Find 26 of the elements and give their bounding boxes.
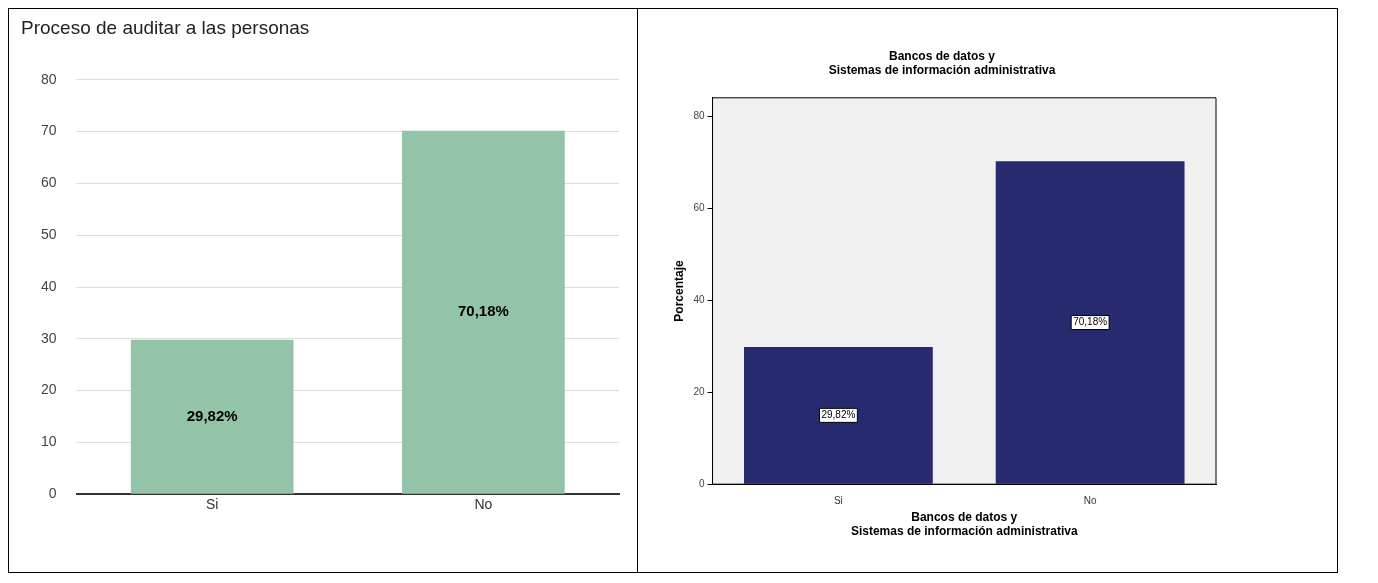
x-tick-label: Si [205, 496, 219, 513]
y-tick-label: 0 [48, 485, 57, 502]
data-label: 70,18% [1073, 316, 1108, 328]
data-label: 70,18% [457, 302, 509, 320]
y-tick-label: 20 [40, 381, 57, 398]
y-tick-label: 80 [40, 70, 57, 87]
data-label: 29,82% [186, 406, 238, 424]
y-tick-label: 60 [693, 201, 705, 213]
data-label: 29,82% [821, 409, 856, 421]
y-axis-title: Porcentaje [671, 259, 686, 322]
y-tick-label: 80 [693, 109, 705, 121]
y-tick-label: 60 [40, 174, 57, 191]
x-axis-title: Bancos de datos y Sistemas de información administrativa [850, 509, 1078, 539]
y-tick-label: 40 [40, 277, 57, 294]
y-tick-label: 40 [693, 293, 705, 305]
chart-title: Bancos de datos y Sistemas de información administrativa [828, 48, 1056, 77]
y-tick-label: 50 [40, 226, 57, 243]
y-tick-label: 20 [693, 385, 705, 397]
y-tick-label: 30 [40, 329, 57, 346]
x-tick-label: Si [833, 494, 843, 506]
y-tick-label: 10 [40, 433, 57, 450]
x-tick-label: No [1083, 494, 1097, 506]
chart-title: Proceso de auditar a las personas [21, 16, 310, 38]
y-tick-label: 0 [698, 477, 705, 489]
y-tick-label: 70 [40, 122, 57, 139]
x-tick-label: No [474, 496, 493, 513]
